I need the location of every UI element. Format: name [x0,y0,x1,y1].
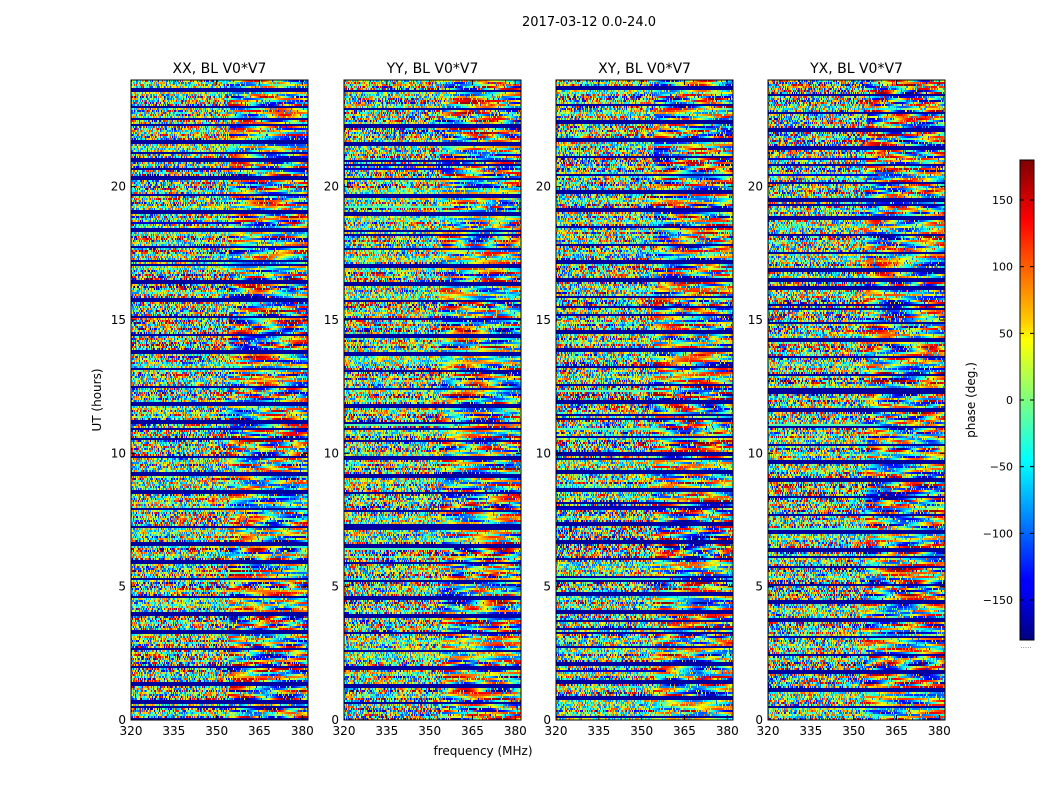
figure-suptitle: 2017-03-12 0.0-24.0 [522,15,656,30]
panel-4-ytick-label-0: 0 [755,713,763,727]
panel-3-xtick-label-335: 335 [587,724,610,738]
panel-4-title: YX, BL V0*V7 [809,61,903,77]
panel-2-ytick-label-5: 5 [331,580,339,594]
panel-1-heatmap-canvas [131,80,308,720]
colorbar-tick-label-100: 100 [992,261,1013,274]
panel-4-ytick-label-10: 10 [748,446,763,460]
colorbar: −150 −100 −50 0 50 100 150 phase (deg.) ..... [964,159,1035,650]
colorbar-label: phase (deg.) [964,362,978,438]
panel-4-xtick-label-320: 320 [757,724,780,738]
panel-1-heatmap [131,80,308,720]
panel-4-heatmap [768,80,945,720]
panel-3-xtick-label-365: 365 [673,724,696,738]
panel-2-xtick-label-335: 335 [375,724,398,738]
panel-2-xtick-label-365: 365 [461,724,484,738]
colorbar-tick-label--50: −50 [990,461,1013,474]
panel-3: XY, BL V0*V7 320 335 350 365 380 0 5 10 15 20 [536,61,739,738]
colorbar-tick-label--100: −100 [983,527,1013,540]
panel-2: YY, BL V0*V7 320 335 350 365 380 0 5 10 15 20 [324,61,527,738]
colorbar-tick-label-150: 150 [992,194,1013,207]
panel-3-xtick-label-320: 320 [545,724,568,738]
panel-4-xtick-label-365: 365 [885,724,908,738]
panel-1-ytick-label-20: 20 [111,180,126,194]
panel-1-ytick-label-0: 0 [118,713,126,727]
panel-4-xtick-label-335: 335 [799,724,822,738]
panel-3-title: XY, BL V0*V7 [598,61,691,77]
panel-3-ytick-label-15: 15 [536,313,551,327]
panel-3-ytick-label-10: 10 [536,446,551,460]
panel-2-title: YY, BL V0*V7 [386,61,479,77]
panel-3-ytick-label-20: 20 [536,180,551,194]
panel-4-xtick-label-380: 380 [928,724,951,738]
panel-2-xtick-label-380: 380 [504,724,527,738]
panel-2-ytick-label-15: 15 [324,313,339,327]
panel-1: XX, BL V0*V7 320 335 350 365 380 0 5 10 15 20 [111,61,314,738]
panel-1-xtick-label-350: 350 [205,724,228,738]
colorbar-ticks: −150 −100 −50 0 50 100 150 [983,194,1034,607]
panel-1-ytick-label-15: 15 [111,313,126,327]
panel-2-heatmap-canvas [344,80,521,720]
panel-1-title: XX, BL V0*V7 [173,61,267,77]
panel-3-ytick-label-0: 0 [543,713,551,727]
panel-2-ytick-label-0: 0 [331,713,339,727]
y-axis-label: UT (hours) [90,368,104,431]
panel-2-ytick-label-10: 10 [324,446,339,460]
x-axis-label: frequency (MHz) [433,744,532,758]
panel-4-ytick-label-15: 15 [748,313,763,327]
colorbar-tick-label-0: 0 [1006,394,1013,407]
panel-1-xtick-label-320: 320 [120,724,143,738]
panel-1-xtick-label-380: 380 [291,724,314,738]
panel-1-xtick-label-365: 365 [248,724,271,738]
panel-4-ytick-label-5: 5 [755,580,763,594]
panel-3-xtick-label-350: 350 [630,724,653,738]
panel-1-xtick-label-335: 335 [162,724,185,738]
panel-1-ytick-label-5: 5 [118,580,126,594]
panel-1-frame [130,79,309,721]
colorbar-tick-label-50: 50 [999,327,1013,340]
panel-1-ytick-label-10: 10 [111,446,126,460]
panel-4: YX, BL V0*V7 320 335 350 365 380 0 5 10 15 20 [748,61,951,738]
panel-2-xtick-label-350: 350 [418,724,441,738]
panel-4-xtick-label-350: 350 [842,724,865,738]
panel-2-frame [343,79,522,721]
panel-3-heatmap [556,80,733,720]
panel-4-heatmap-canvas [768,80,945,720]
panel-4-ytick-label-20: 20 [748,180,763,194]
panel-2-heatmap [344,80,521,720]
panel-4-frame [767,79,946,721]
panel-3-frame [555,79,734,721]
panel-2-ytick-label-20: 20 [324,180,339,194]
colorbar-tick-label--150: −150 [983,594,1013,607]
colorbar-extra-label: ..... [1020,642,1031,650]
panel-3-ytick-label-5: 5 [543,580,551,594]
panel-2-xtick-label-320: 320 [333,724,356,738]
panel-3-heatmap-canvas [556,80,733,720]
panel-3-xtick-label-380: 380 [716,724,739,738]
